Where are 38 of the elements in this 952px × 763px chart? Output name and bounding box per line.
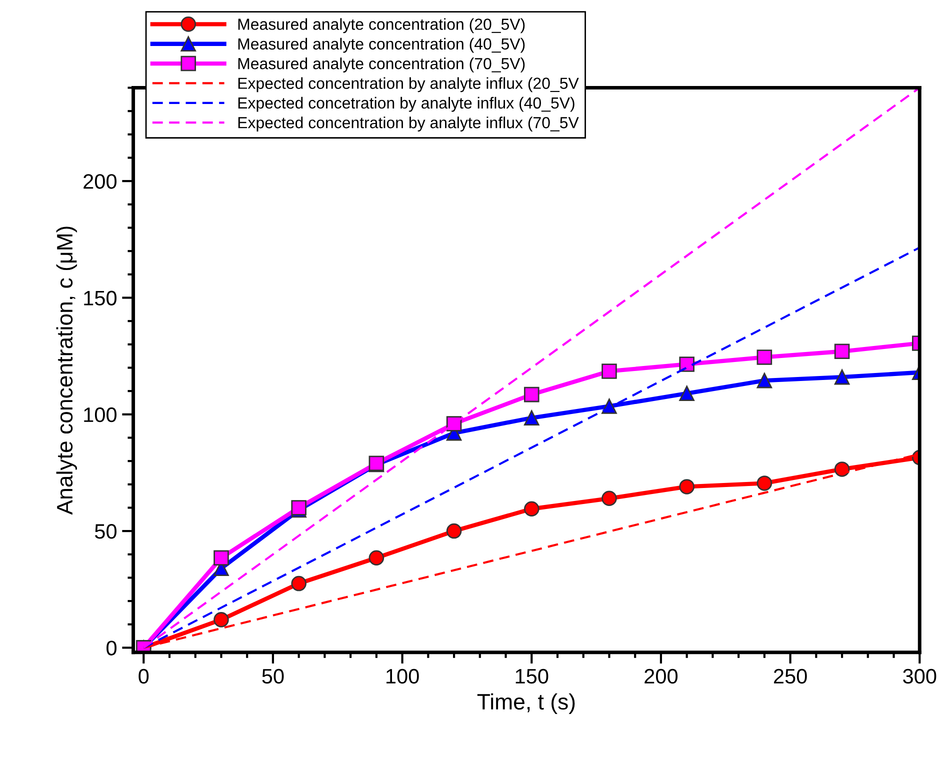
y-tick-label: 100 bbox=[84, 407, 116, 422]
point bbox=[834, 369, 850, 385]
point bbox=[679, 356, 694, 372]
x-tick-label: 0 bbox=[138, 668, 149, 684]
y-tick-label: 200 bbox=[84, 174, 116, 189]
x-tick-label: 300 bbox=[903, 668, 936, 684]
point bbox=[524, 501, 540, 517]
point bbox=[524, 386, 540, 402]
point bbox=[756, 372, 772, 388]
point bbox=[602, 490, 617, 506]
x-tick-label: 150 bbox=[516, 668, 548, 684]
point bbox=[756, 350, 772, 365]
y-axis-title: Analyte concentration, c (μM) bbox=[56, 226, 77, 515]
x-tick-label: 250 bbox=[774, 668, 807, 684]
point bbox=[524, 410, 540, 426]
legend-label: Expected concentration by analyte influx (20_5V bbox=[238, 77, 579, 92]
point bbox=[602, 364, 617, 379]
point bbox=[291, 576, 306, 592]
point bbox=[679, 479, 694, 494]
legend-label: Measured analyte concentration (70_5V) bbox=[238, 58, 525, 72]
x-tick-label: 50 bbox=[262, 668, 284, 684]
point bbox=[368, 550, 384, 566]
point bbox=[446, 523, 462, 539]
legend-label: Expected concentration by analyte influx (70_5V bbox=[238, 116, 579, 132]
x-axis-title: Time, t (s) bbox=[477, 693, 575, 714]
point bbox=[214, 612, 229, 628]
x-tick-label: 200 bbox=[644, 668, 678, 684]
y-tick-label: 50 bbox=[94, 524, 116, 539]
point bbox=[679, 386, 694, 402]
x-tick-label: 100 bbox=[386, 668, 419, 684]
legend-label: Measured analyte concentration (20_5V) bbox=[238, 18, 525, 34]
y-tick-label: 150 bbox=[84, 290, 116, 306]
legend-label: Measured analyte concentration (40_5V) bbox=[238, 38, 525, 53]
point bbox=[834, 344, 850, 360]
y-tick-label: 0 bbox=[106, 640, 116, 656]
point bbox=[214, 550, 229, 566]
point bbox=[756, 476, 772, 491]
legend-label: Expected concetration by analyte influx (40_5V) bbox=[238, 96, 574, 112]
